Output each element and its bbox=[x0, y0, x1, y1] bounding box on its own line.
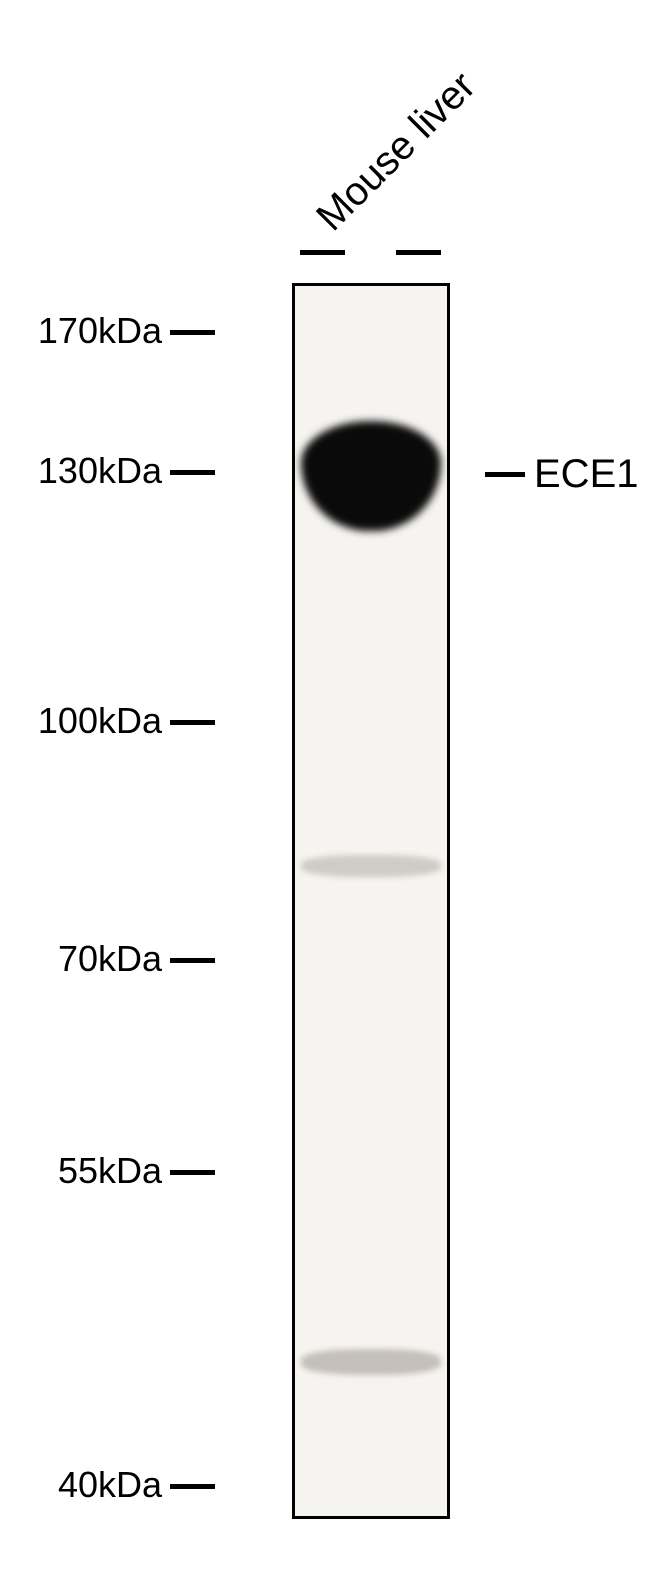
band-main bbox=[301, 421, 441, 531]
band-label: ECE1 bbox=[534, 452, 639, 497]
marker-tick bbox=[170, 1170, 215, 1175]
marker-label: 55kDa bbox=[36, 1150, 162, 1192]
lane-tick-left bbox=[300, 250, 345, 255]
marker-tick bbox=[170, 470, 215, 475]
band-label-tick bbox=[485, 472, 525, 477]
marker-label: 100kDa bbox=[12, 700, 162, 742]
marker-label: 40kDa bbox=[36, 1464, 162, 1506]
marker-label: 130kDa bbox=[12, 450, 162, 492]
marker-tick bbox=[170, 958, 215, 963]
blot-lane bbox=[292, 283, 450, 1519]
marker-tick bbox=[170, 720, 215, 725]
western-blot-figure: Mouse liver 170kDa 130kDa 100kDa 70kDa 55kDa… bbox=[0, 0, 650, 1569]
band-faint-1 bbox=[301, 855, 441, 877]
lane-tick-right bbox=[396, 250, 441, 255]
marker-label: 70kDa bbox=[36, 938, 162, 980]
band-faint-2 bbox=[301, 1349, 441, 1375]
sample-label: Mouse liver bbox=[308, 64, 484, 240]
marker-tick bbox=[170, 1484, 215, 1489]
marker-label: 170kDa bbox=[12, 310, 162, 352]
marker-tick bbox=[170, 330, 215, 335]
